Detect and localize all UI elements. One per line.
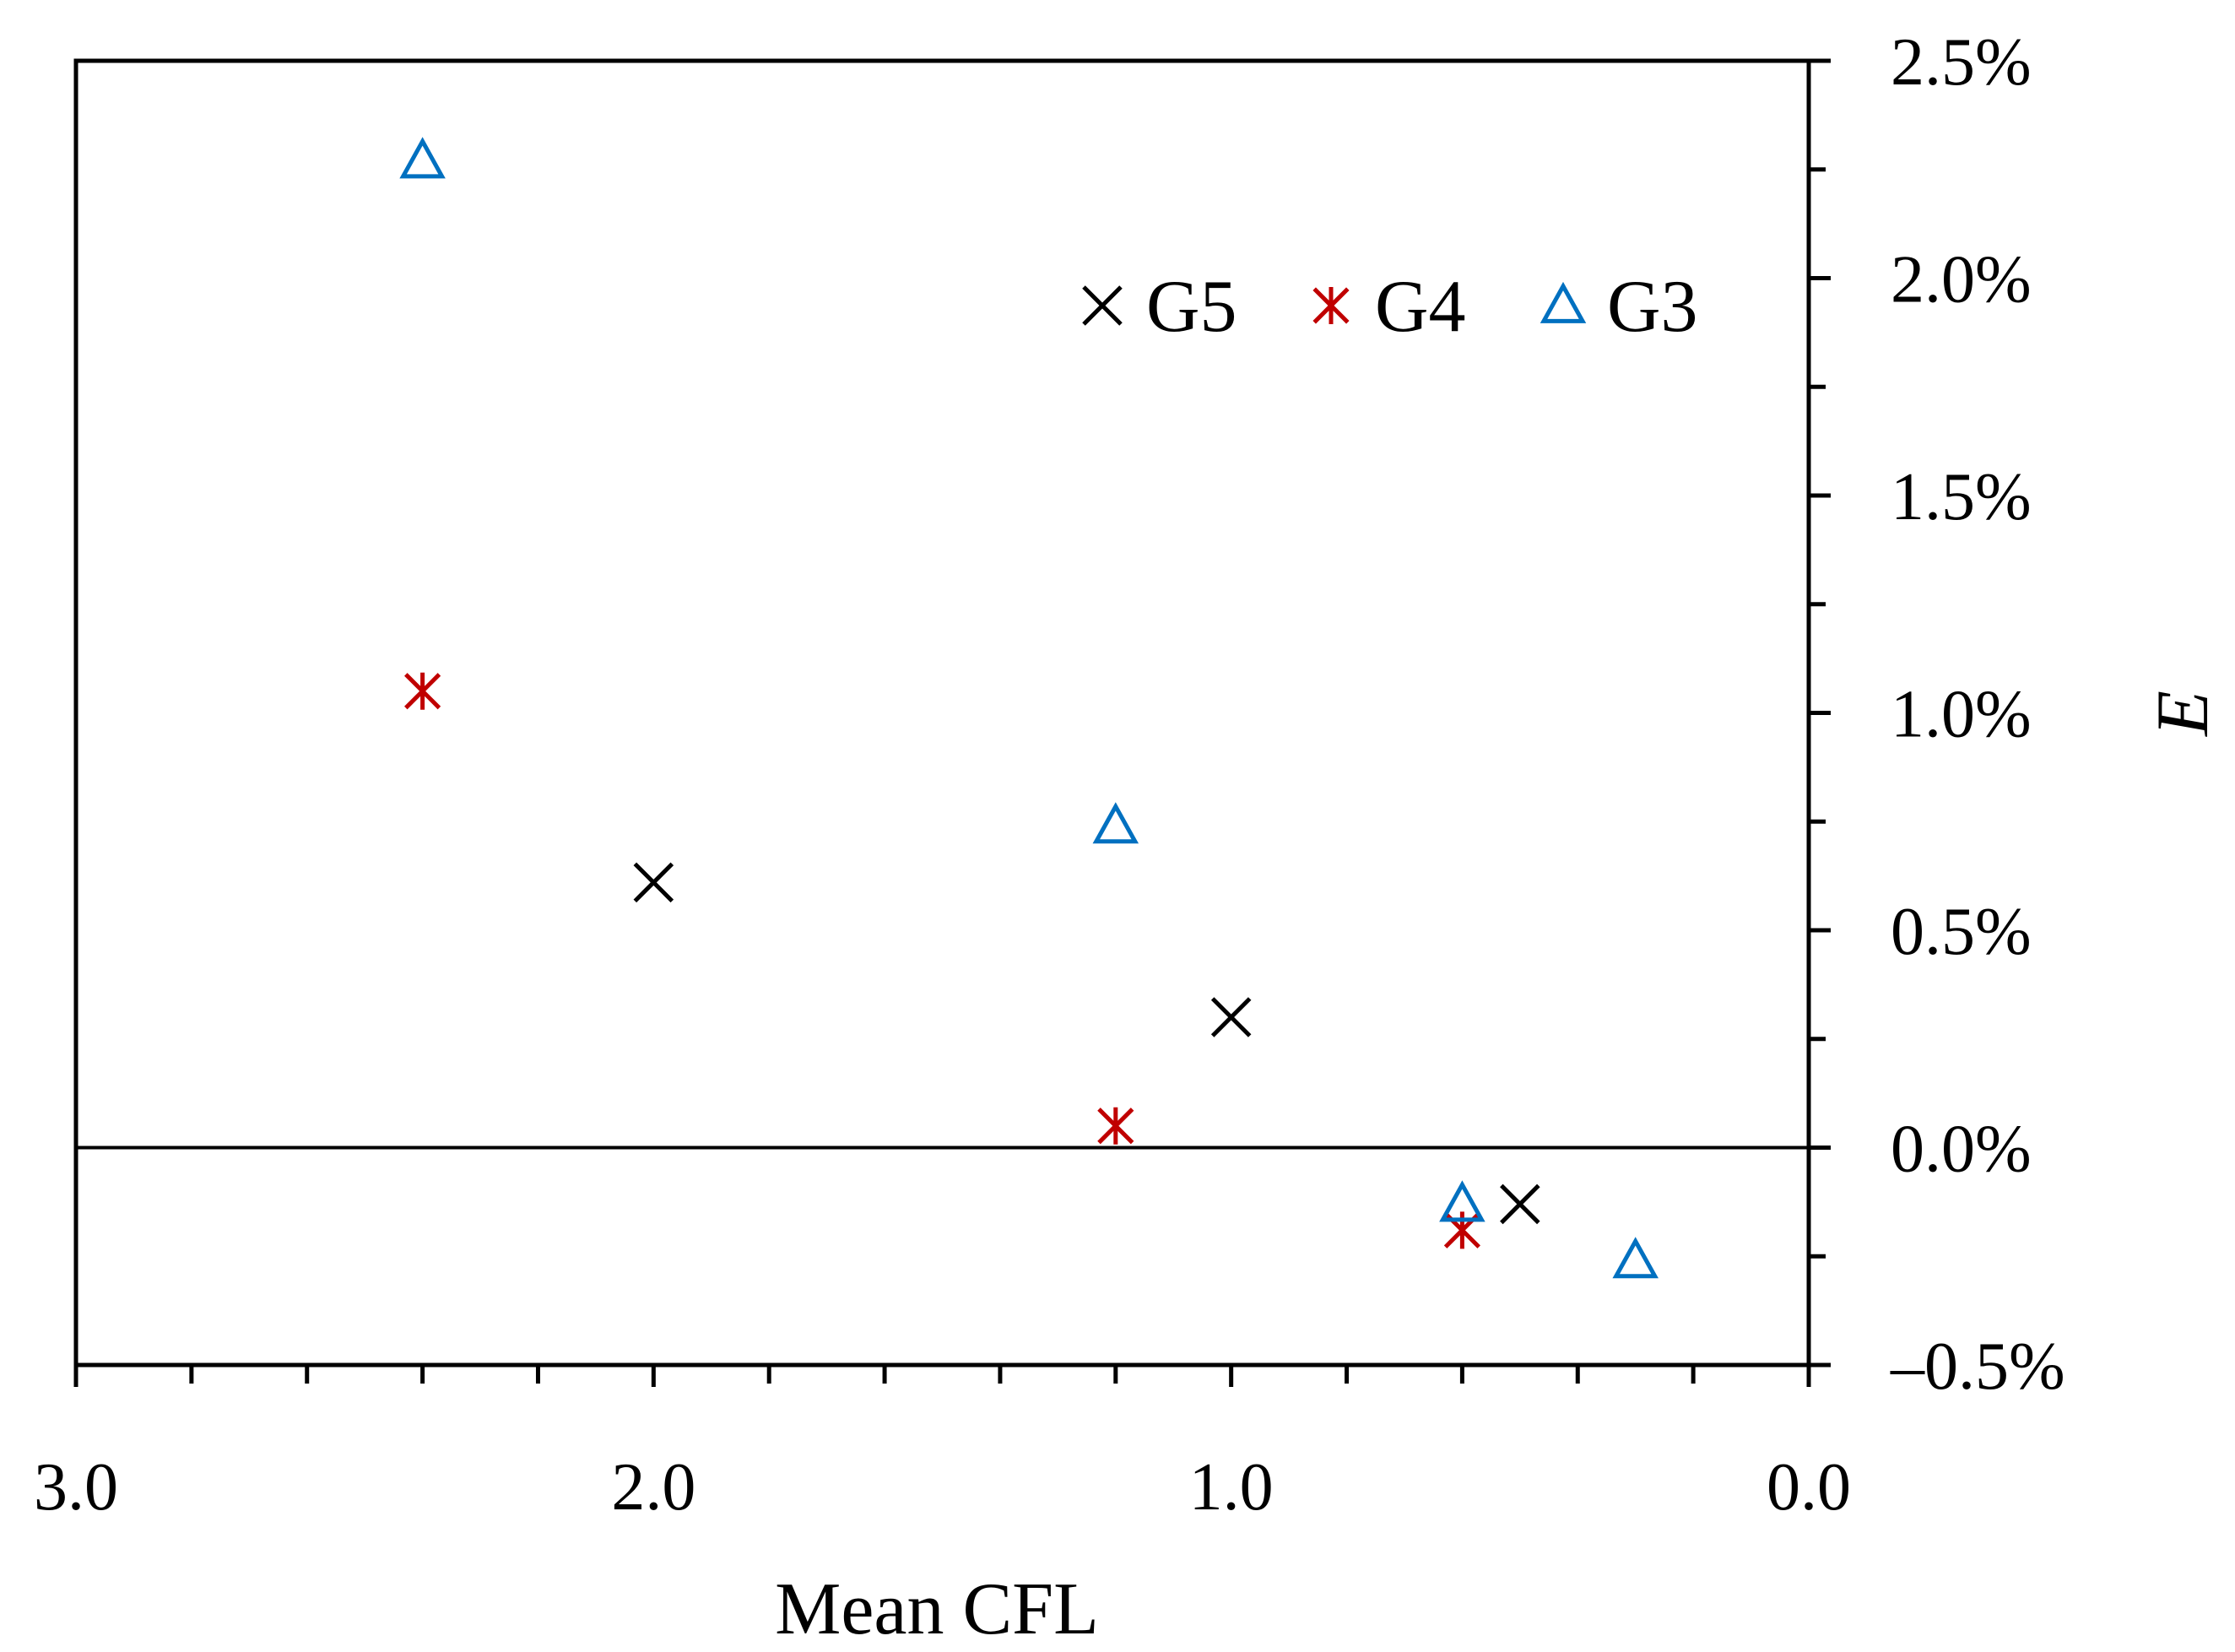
plot-frame [73, 58, 1811, 1368]
point-g3 [399, 137, 446, 179]
marker-shape [399, 137, 446, 179]
legend-marker-g3 [1540, 281, 1587, 323]
y-tick-label: 2.0% [1891, 243, 2032, 317]
point-g4 [404, 672, 441, 710]
data-points [399, 137, 1659, 1279]
marker-shape [1612, 1237, 1659, 1279]
point-g3 [1092, 802, 1139, 844]
point-g5 [1500, 1183, 1540, 1225]
point-g5 [1210, 997, 1252, 1037]
legend: G5 G4 G3 [1082, 266, 1698, 348]
y-tick-label: 2.5% [1891, 25, 2032, 100]
y-tick-label: 0.5% [1891, 895, 2032, 969]
y-axis-title: E [2142, 691, 2224, 738]
y-tick-label: –0.5% [1890, 1330, 2065, 1404]
marker-shape [1092, 802, 1139, 844]
point-g3 [1612, 1237, 1659, 1279]
tick-labels: 3.0 2.0 1.0 0.0 –0.5% 0.0% 0.5% 1.0% 1.5% 2.0% 2.5… [34, 25, 2065, 1525]
marker-stroke [633, 862, 674, 903]
x-tick-label: 1.0 [1189, 1450, 1274, 1525]
y-tick-label: 0.0% [1891, 1113, 2032, 1187]
x-tick-label: 2.0 [611, 1450, 695, 1525]
point-g4 [1443, 1211, 1480, 1249]
x-tick-label: 3.0 [34, 1450, 118, 1525]
legend-marker-g5 [1082, 285, 1123, 326]
marker-shape [1540, 281, 1587, 323]
legend-label-g5: G5 [1146, 266, 1237, 348]
x-tick-label: 0.0 [1767, 1450, 1851, 1525]
point-g4 [1097, 1107, 1134, 1145]
legend-label-g3: G3 [1607, 266, 1698, 348]
marker-stroke [1210, 997, 1252, 1037]
x-axis-title: Mean CFL [775, 1568, 1099, 1650]
point-g3 [1439, 1180, 1485, 1222]
marker-stroke [1500, 1183, 1540, 1225]
ticks [73, 58, 1831, 1387]
legend-marker-g4 [1312, 287, 1350, 324]
point-g5 [633, 862, 674, 903]
axes [73, 58, 1811, 1368]
marker-stroke [1082, 285, 1123, 326]
legend-label-g4: G4 [1375, 266, 1466, 348]
y-tick-label: 1.5% [1891, 460, 2032, 534]
y-tick-label: 1.0% [1891, 678, 2032, 752]
marker-shape [1439, 1180, 1485, 1222]
